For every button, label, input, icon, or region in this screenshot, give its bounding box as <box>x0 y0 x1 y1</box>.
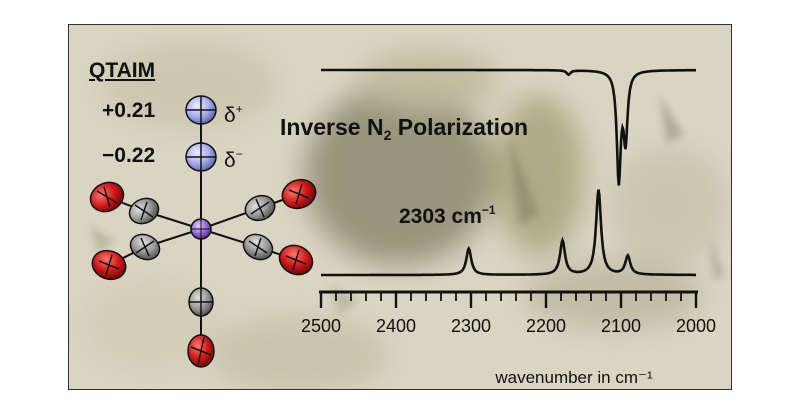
peak-annotation: 2303 cm−1 <box>399 203 496 229</box>
delta-plus-label: δ+ <box>224 102 243 128</box>
headline-suffix: Polarization <box>391 114 529 140</box>
headline-prefix: Inverse N <box>280 114 384 140</box>
nitrogen-atom-icon <box>185 142 217 172</box>
terminal-n-charge: +0.21 <box>102 99 156 122</box>
delta-minus-label: δ− <box>224 147 243 173</box>
carbon-atom-icon <box>242 233 274 261</box>
qtaim-title: QTAIM <box>89 59 156 82</box>
delta-sign: + <box>235 102 243 116</box>
x-axis-ticks <box>319 292 698 308</box>
oxygen-atom-icon <box>91 249 127 281</box>
carbon-atom-icon <box>244 194 276 222</box>
figure-panel: 2500 2400 2300 2200 2100 2000 wavenumber in c… <box>68 24 732 390</box>
x-axis-title: wavenumber in cm⁻¹ <box>494 368 653 387</box>
molecule-drawing <box>89 95 317 368</box>
x-tick-label: 2000 <box>676 316 716 336</box>
oxygen-atom-icon <box>187 334 215 368</box>
emission-trace <box>321 189 696 277</box>
x-axis-tick-labels: 2500 2400 2300 2200 2100 2000 <box>301 316 716 336</box>
headline: Inverse N2 Polarization <box>280 114 528 143</box>
x-tick-label: 2300 <box>451 316 491 336</box>
oxygen-atom-icon <box>278 244 314 276</box>
x-tick-label: 2400 <box>376 316 416 336</box>
oxygen-atom-icon <box>281 178 317 210</box>
metal-atom-icon <box>190 218 212 240</box>
carbon-atom-icon <box>128 197 160 225</box>
spectrum-plot: 2500 2400 2300 2200 2100 2000 wavenumber in c… <box>301 68 716 387</box>
carbon-atom-icon <box>129 233 161 261</box>
carbon-atom-icon <box>188 287 214 317</box>
peak-annotation-value: 2303 cm <box>399 205 482 228</box>
delta-sign: − <box>235 147 243 161</box>
delta-symbol: δ <box>224 104 236 127</box>
delta-symbol: δ <box>224 149 236 172</box>
nitrogen-atom-icon <box>185 95 217 125</box>
micrograph-background <box>69 25 731 389</box>
oxygen-atom-icon <box>89 181 125 213</box>
x-tick-label: 2100 <box>601 316 641 336</box>
absorption-trace <box>321 68 696 186</box>
headline-subscript: 2 <box>383 127 392 143</box>
peak-annotation-unit-exp: −1 <box>481 203 496 217</box>
x-tick-label: 2200 <box>526 316 566 336</box>
x-tick-label: 2500 <box>301 316 341 336</box>
figure-overlay: 2500 2400 2300 2200 2100 2000 wavenumber in c… <box>89 68 716 387</box>
bound-n-charge: −0.22 <box>102 144 156 167</box>
